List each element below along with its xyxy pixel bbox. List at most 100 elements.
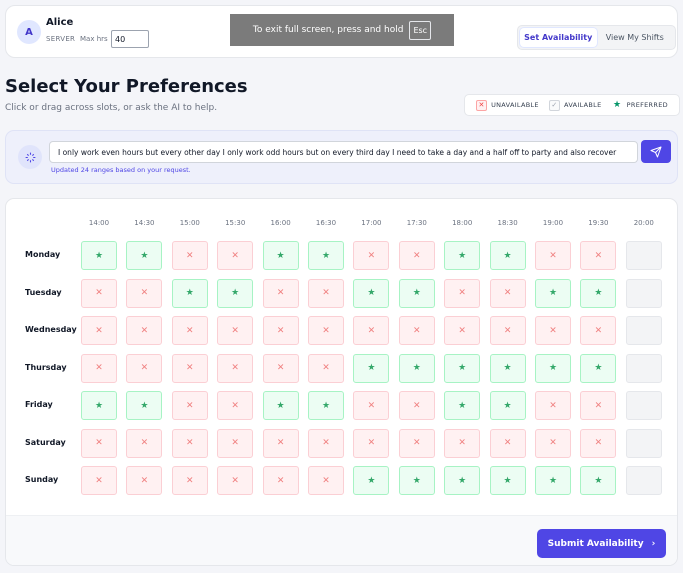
slot-unavailable[interactable]: ✕ — [217, 428, 254, 458]
slot-unavailable[interactable]: ✕ — [580, 391, 617, 420]
slot-unavailable[interactable]: ✕ — [171, 353, 208, 383]
slot-preferred[interactable]: ★ — [262, 241, 299, 270]
slot-unavailable[interactable]: ✕ — [171, 391, 208, 420]
slot-unavailable[interactable]: ✕ — [535, 428, 571, 458]
slot-preferred[interactable]: ★ — [126, 241, 163, 270]
slot-unavailable[interactable]: ✕ — [126, 353, 163, 383]
slot-unavailable[interactable]: ✕ — [81, 466, 117, 495]
slot-preferred[interactable]: ★ — [489, 466, 526, 495]
slot-unavailable[interactable]: ✕ — [171, 466, 208, 495]
slot-unavailable[interactable]: ✕ — [126, 466, 163, 495]
slot-available[interactable] — [625, 278, 662, 308]
slot-preferred[interactable]: ★ — [398, 278, 435, 308]
slot-unavailable[interactable]: ✕ — [217, 466, 254, 495]
slot-preferred[interactable]: ★ — [81, 241, 117, 270]
legend: ✕ UNAVAILABLE ✓ AVAILABLE ★ PREFERRED — [464, 94, 680, 116]
slot-unavailable[interactable]: ✕ — [444, 428, 481, 458]
slot-unavailable[interactable]: ✕ — [262, 466, 299, 495]
slot-unavailable[interactable]: ✕ — [580, 241, 617, 270]
page-title: Select Your Preferences — [5, 76, 248, 97]
slot-unavailable[interactable]: ✕ — [217, 241, 254, 270]
slot-unavailable[interactable]: ✕ — [217, 353, 254, 383]
slot-unavailable[interactable]: ✕ — [353, 391, 390, 420]
slot-unavailable[interactable]: ✕ — [262, 278, 299, 308]
slot-unavailable[interactable]: ✕ — [535, 316, 571, 345]
slot-preferred[interactable]: ★ — [489, 391, 526, 420]
submit-availability-button[interactable]: Submit Availability › — [537, 529, 666, 558]
slot-unavailable[interactable]: ✕ — [126, 278, 163, 308]
slot-unavailable[interactable]: ✕ — [217, 316, 254, 345]
slot-unavailable[interactable]: ✕ — [81, 428, 117, 458]
slot-preferred[interactable]: ★ — [535, 353, 571, 383]
slot-unavailable[interactable]: ✕ — [171, 316, 208, 345]
slot-unavailable[interactable]: ✕ — [171, 241, 208, 270]
legend-preferred-label: PREFERRED — [626, 101, 668, 109]
slot-preferred[interactable]: ★ — [353, 466, 390, 495]
slot-unavailable[interactable]: ✕ — [171, 428, 208, 458]
slot-preferred[interactable]: ★ — [126, 391, 163, 420]
ai-prompt-input[interactable] — [49, 141, 638, 163]
slot-preferred[interactable]: ★ — [489, 353, 526, 383]
slot-unavailable[interactable]: ✕ — [580, 428, 617, 458]
slot-unavailable[interactable]: ✕ — [489, 316, 526, 345]
slot-unavailable[interactable]: ✕ — [444, 316, 481, 345]
slot-unavailable[interactable]: ✕ — [126, 428, 163, 458]
slot-unavailable[interactable]: ✕ — [580, 316, 617, 345]
slot-unavailable[interactable]: ✕ — [308, 428, 344, 458]
slot-unavailable[interactable]: ✕ — [308, 466, 344, 495]
slot-unavailable[interactable]: ✕ — [262, 353, 299, 383]
slot-preferred[interactable]: ★ — [535, 466, 571, 495]
slot-unavailable[interactable]: ✕ — [308, 316, 344, 345]
slot-preferred[interactable]: ★ — [580, 353, 617, 383]
ai-send-button[interactable] — [641, 140, 671, 163]
slot-unavailable[interactable]: ✕ — [81, 316, 117, 345]
slot-preferred[interactable]: ★ — [444, 391, 481, 420]
slot-preferred[interactable]: ★ — [262, 391, 299, 420]
slot-preferred[interactable]: ★ — [398, 353, 435, 383]
slot-preferred[interactable]: ★ — [444, 466, 481, 495]
slot-preferred[interactable]: ★ — [81, 391, 117, 420]
slot-preferred[interactable]: ★ — [444, 353, 481, 383]
slot-preferred[interactable]: ★ — [489, 241, 526, 270]
slot-preferred[interactable]: ★ — [308, 241, 344, 270]
slot-available[interactable] — [625, 428, 662, 458]
slot-unavailable[interactable]: ✕ — [489, 278, 526, 308]
slot-unavailable[interactable]: ✕ — [217, 391, 254, 420]
slot-unavailable[interactable]: ✕ — [535, 241, 571, 270]
slot-preferred[interactable]: ★ — [217, 278, 254, 308]
slot-unavailable[interactable]: ✕ — [308, 278, 344, 308]
tab-set-availability[interactable]: Set Availability — [520, 28, 597, 47]
slot-unavailable[interactable]: ✕ — [489, 428, 526, 458]
slot-unavailable[interactable]: ✕ — [398, 241, 435, 270]
slot-unavailable[interactable]: ✕ — [262, 316, 299, 345]
slot-unavailable[interactable]: ✕ — [398, 391, 435, 420]
slot-unavailable[interactable]: ✕ — [262, 428, 299, 458]
tab-view-my-shifts[interactable]: View My Shifts — [605, 33, 664, 42]
slot-preferred[interactable]: ★ — [353, 278, 390, 308]
slot-preferred[interactable]: ★ — [444, 241, 481, 270]
slot-unavailable[interactable]: ✕ — [444, 278, 481, 308]
slot-unavailable[interactable]: ✕ — [353, 428, 390, 458]
slot-available[interactable] — [625, 466, 662, 495]
slot-unavailable[interactable]: ✕ — [126, 316, 163, 345]
slot-preferred[interactable]: ★ — [535, 278, 571, 308]
slot-available[interactable] — [625, 316, 662, 345]
slot-available[interactable] — [625, 353, 662, 383]
slot-unavailable[interactable]: ✕ — [353, 316, 390, 345]
slot-unavailable[interactable]: ✕ — [308, 353, 344, 383]
slot-unavailable[interactable]: ✕ — [398, 316, 435, 345]
slot-preferred[interactable]: ★ — [171, 278, 208, 308]
max-hrs-input[interactable] — [111, 30, 149, 48]
slot-preferred[interactable]: ★ — [580, 278, 617, 308]
slot-unavailable[interactable]: ✕ — [353, 241, 390, 270]
slot-preferred[interactable]: ★ — [580, 466, 617, 495]
slot-unavailable[interactable]: ✕ — [81, 353, 117, 383]
slot-preferred[interactable]: ★ — [398, 466, 435, 495]
slot-available[interactable] — [625, 241, 662, 270]
slot-preferred[interactable]: ★ — [308, 391, 344, 420]
slot-unavailable[interactable]: ✕ — [398, 428, 435, 458]
slot-preferred[interactable]: ★ — [353, 353, 390, 383]
slot-unavailable[interactable]: ✕ — [81, 278, 117, 308]
slot-available[interactable] — [625, 391, 662, 420]
slot-unavailable[interactable]: ✕ — [535, 391, 571, 420]
